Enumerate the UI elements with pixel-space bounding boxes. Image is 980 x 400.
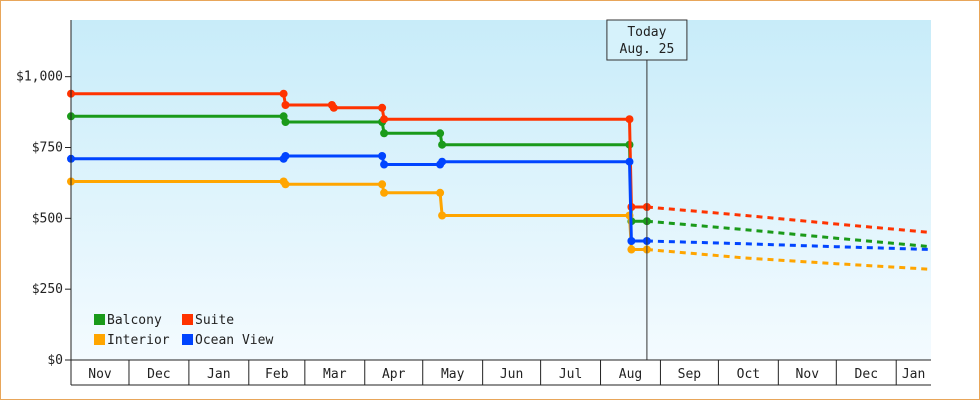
legend: Balcony Suite Interior Ocean View	[94, 313, 273, 348]
legend-swatch-balcony	[94, 314, 105, 325]
x-tick-label-10: Sep	[678, 367, 702, 382]
today-marker: Today Aug. 25	[606, 19, 688, 360]
x-tick-label-11: Oct	[737, 367, 760, 382]
suite-point-4[interactable]	[329, 103, 338, 112]
x-tick-label-8: Jul	[559, 367, 582, 382]
suite-point-7[interactable]	[625, 115, 634, 124]
interior-point-8[interactable]	[627, 245, 636, 254]
y-tick-label-3: $750	[32, 141, 63, 156]
suite-point-6[interactable]	[380, 115, 389, 124]
suite-point-5[interactable]	[378, 103, 387, 112]
legend-swatch-suite	[182, 314, 193, 325]
today-label-line1: Today	[627, 25, 666, 40]
x-tick-label-9: Aug	[619, 367, 642, 382]
x-tick-label-2: Jan	[207, 367, 230, 382]
legend-label-ocean-view: Ocean View	[195, 333, 273, 348]
plot-area	[71, 20, 931, 360]
axes: $0 $250 $500 $750 $1,000 Nov Dec Jan Feb Mar Apr Ma…	[16, 20, 931, 386]
x-tick-label-7: Jun	[500, 367, 523, 382]
ocean-view-point-4[interactable]	[380, 160, 389, 169]
interior-point-4[interactable]	[380, 188, 389, 197]
x-tick-label-0: Nov	[88, 367, 112, 382]
legend-swatch-ocean-view	[182, 334, 193, 345]
suite-forecast-line	[646, 205, 932, 234]
x-tick-label-4: Mar	[323, 367, 347, 382]
x-tick-label-12: Nov	[796, 367, 820, 382]
balcony-point-4[interactable]	[380, 129, 389, 138]
x-tick-label-14: Jan	[902, 367, 925, 382]
x-tick-label-5: Apr	[382, 367, 406, 382]
legend-swatch-interior	[94, 334, 105, 345]
suite-point-2[interactable]	[281, 101, 290, 109]
today-box	[606, 19, 688, 61]
balcony-point-2[interactable]	[281, 118, 290, 126]
suite-point-1[interactable]	[279, 89, 288, 98]
y-tick-label-2: $500	[32, 211, 63, 226]
x-tick-label-3: Feb	[265, 367, 289, 382]
balcony-forecast-line	[646, 219, 932, 249]
ocean-view-forecast-line	[646, 239, 932, 251]
balcony-point-5[interactable]	[436, 129, 445, 138]
y-tick-label-4: $1,000	[16, 70, 63, 85]
history-lines	[67, 89, 651, 254]
interior-point-5[interactable]	[436, 188, 445, 197]
x-tick-label-13: Dec	[855, 367, 878, 382]
x-tick-label-6: May	[441, 367, 465, 382]
ocean-view-point-8[interactable]	[627, 237, 636, 245]
y-tick-label-1: $250	[32, 282, 63, 297]
today-label-line2: Aug. 25	[620, 42, 675, 57]
forecast-lines	[646, 205, 932, 271]
ocean-view-point-3[interactable]	[378, 152, 387, 160]
legend-label-interior: Interior	[107, 333, 170, 348]
ocean-view-point-6[interactable]	[438, 157, 447, 166]
interior-point-3[interactable]	[378, 180, 387, 189]
y-tick-label-0: $0	[47, 353, 63, 368]
ocean-view-point-2[interactable]	[281, 152, 290, 160]
interior-point-2[interactable]	[281, 180, 290, 189]
legend-label-suite: Suite	[195, 313, 234, 328]
x-tick-label-1: Dec	[147, 367, 170, 382]
balcony-point-6[interactable]	[438, 140, 447, 149]
interior-forecast-line	[646, 248, 932, 271]
ocean-view-point-7[interactable]	[625, 157, 634, 166]
interior-point-6[interactable]	[438, 211, 447, 220]
legend-label-balcony: Balcony	[107, 313, 162, 328]
